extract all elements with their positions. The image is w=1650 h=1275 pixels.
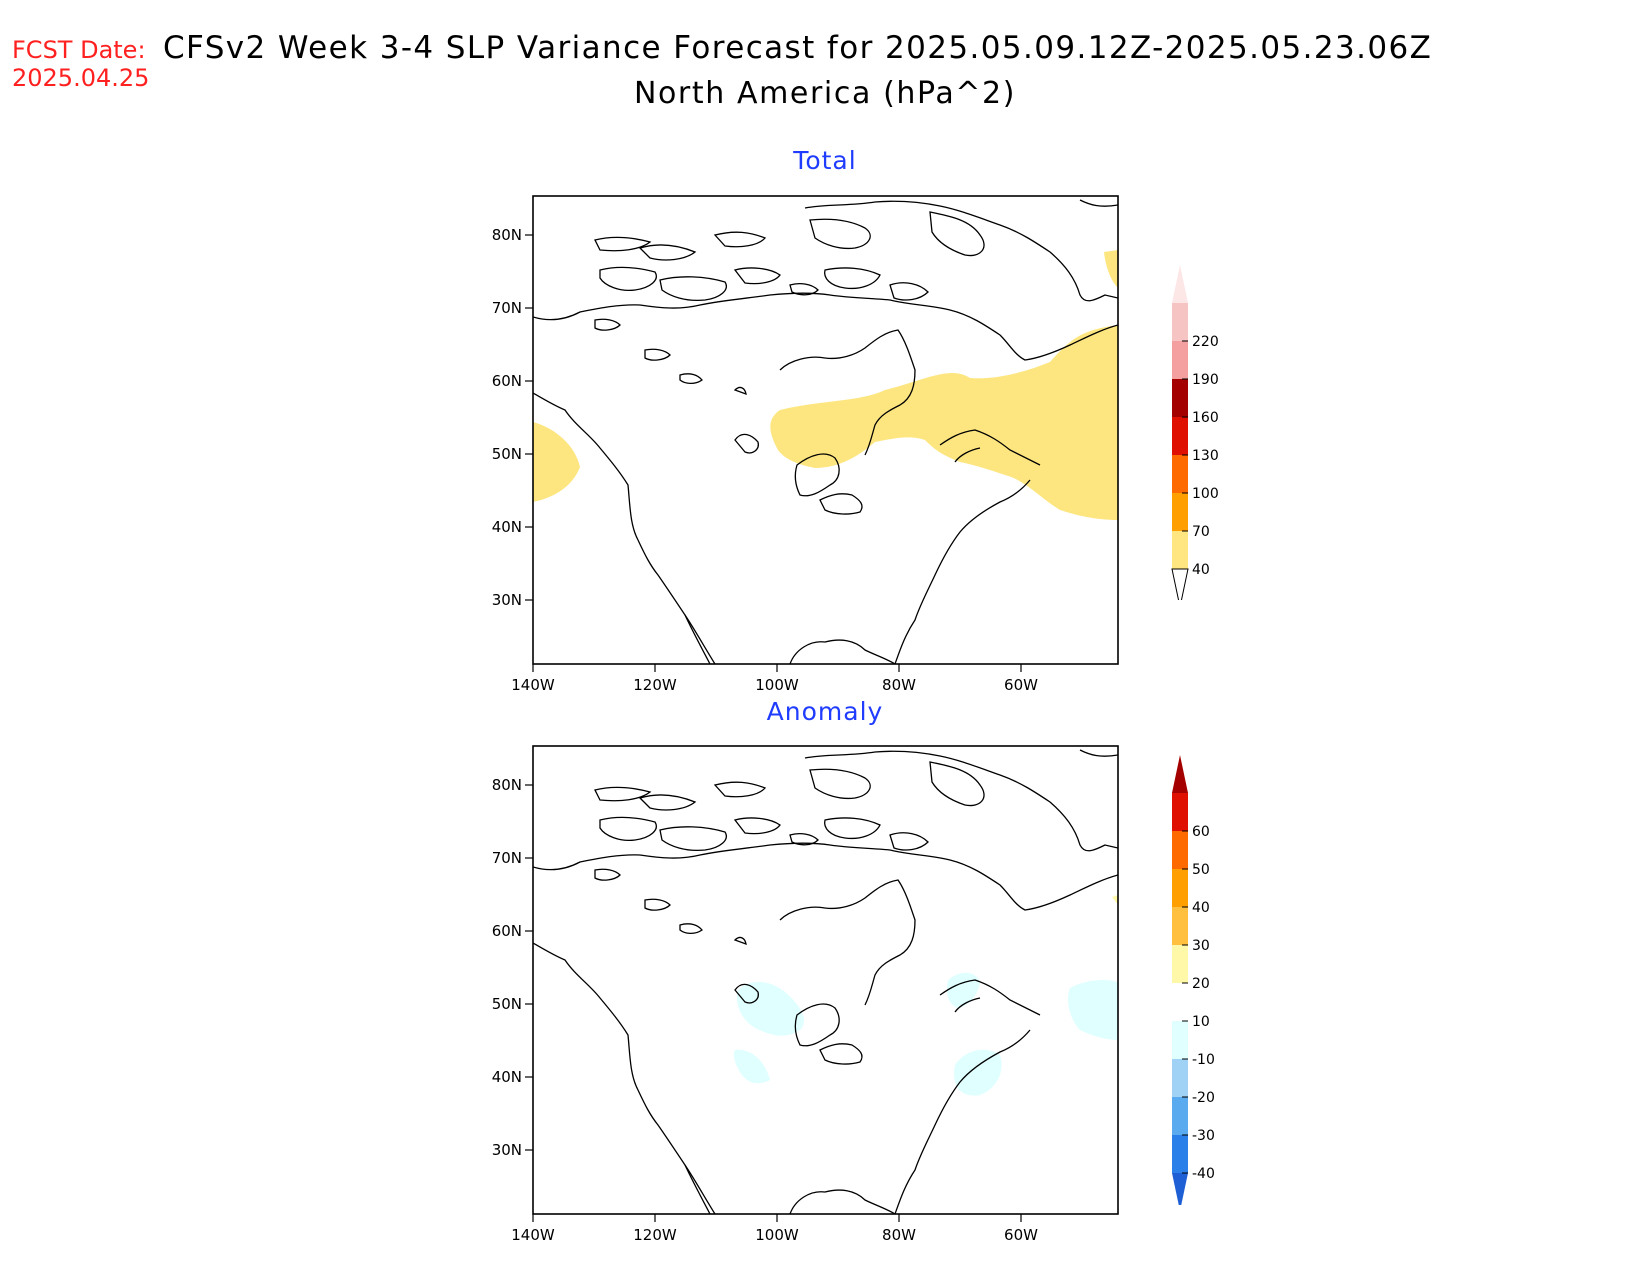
colorbar-swatch xyxy=(1172,1135,1188,1173)
colorbar-label: 160 xyxy=(1192,410,1219,426)
lon-label: 100W xyxy=(755,1226,799,1244)
lat-label: 80N xyxy=(492,226,522,244)
colorbar-label: 20 xyxy=(1192,976,1210,992)
colorbar-label: 70 xyxy=(1192,524,1210,540)
lon-label: 60W xyxy=(1004,1226,1038,1244)
shading-neg-atlantic xyxy=(954,1049,1002,1096)
map-frame-anomaly xyxy=(532,745,1119,1215)
lat-label: 60N xyxy=(492,922,522,940)
colorbar-swatch xyxy=(1172,831,1188,869)
colorbar-swatch xyxy=(1172,493,1188,531)
lon-label: 120W xyxy=(633,676,677,694)
shading-pos-edge xyxy=(1112,895,1118,905)
tick-marks-total xyxy=(525,234,1022,672)
shading-neg-hudson xyxy=(946,972,980,1008)
colorbar-swatch xyxy=(1172,455,1188,493)
lon-label: 140W xyxy=(511,1226,555,1244)
fcst-date-label: FCST Date: xyxy=(12,36,146,64)
lon-label: 80W xyxy=(882,676,916,694)
tick-marks-anomaly xyxy=(525,784,1022,1222)
panel-title-total: Total xyxy=(793,146,857,175)
coastlines-anomaly xyxy=(533,749,1118,1214)
shading-greenland-edge xyxy=(1104,250,1118,288)
colorbar-label: 10 xyxy=(1192,1014,1210,1030)
colorbar-label: 60 xyxy=(1192,824,1210,840)
shading-neg-maritimes xyxy=(1068,980,1118,1040)
shading-east-canada xyxy=(770,325,1118,520)
lat-label: 50N xyxy=(492,995,522,1013)
colorbar-label: 40 xyxy=(1192,562,1210,578)
lat-label: 30N xyxy=(492,591,522,609)
shading-west-coast xyxy=(533,422,580,502)
colorbar-label: -10 xyxy=(1192,1052,1215,1068)
map-frame-total xyxy=(532,195,1119,665)
lon-label: 100W xyxy=(755,676,799,694)
lat-label: 60N xyxy=(492,372,522,390)
lat-label: 80N xyxy=(492,776,522,794)
shading-neg-central-south xyxy=(733,1049,770,1084)
lon-label: 60W xyxy=(1004,676,1038,694)
map-panel-anomaly: 80N 70N 60N 50N 40N 30N 140W 120W 100W 8… xyxy=(492,745,1119,1244)
colorbar-label: 100 xyxy=(1192,486,1219,502)
colorbar-swatch xyxy=(1172,793,1188,831)
colorbar-anomaly: 60 50 40 30 20 10 -10 -20 -30 -40 xyxy=(1172,755,1215,1205)
map-subtitle: North America (hPa^2) xyxy=(633,76,1017,111)
lat-label: 40N xyxy=(492,518,522,536)
coastlines-total xyxy=(533,199,1118,664)
map-title: CFSv2 Week 3-4 SLP Variance Forecast for… xyxy=(163,30,1433,66)
lat-label: 70N xyxy=(492,299,522,317)
colorbar-swatch xyxy=(1172,341,1188,379)
lat-label: 70N xyxy=(492,849,522,867)
map-panel-total: 80N 70N 60N 50N 40N 30N 140W 120W 100W 8… xyxy=(492,195,1119,694)
shading-neg-central-west xyxy=(736,981,805,1036)
fcst-date-value: 2025.04.25 xyxy=(12,64,150,92)
colorbar-swatch xyxy=(1172,379,1188,417)
lat-label: 30N xyxy=(492,1141,522,1159)
colorbar-label: 30 xyxy=(1192,938,1210,954)
lon-label: 80W xyxy=(882,1226,916,1244)
colorbar-label: 190 xyxy=(1192,372,1219,388)
colorbar-label: -20 xyxy=(1192,1090,1215,1106)
colorbar-top-triangle xyxy=(1172,265,1188,303)
colorbar-top-triangle xyxy=(1172,755,1188,793)
colorbar-swatch xyxy=(1172,531,1188,569)
colorbar-swatch xyxy=(1172,417,1188,455)
lon-label: 140W xyxy=(511,676,555,694)
colorbar-swatch xyxy=(1172,907,1188,945)
colorbar-swatch xyxy=(1172,1097,1188,1135)
colorbar-bottom-triangle xyxy=(1171,568,1189,600)
lon-label: 120W xyxy=(633,1226,677,1244)
colorbar-label: -40 xyxy=(1192,1166,1215,1182)
colorbar-total: 220 190 160 130 100 70 40 xyxy=(1171,265,1219,600)
lat-label: 50N xyxy=(492,445,522,463)
colorbar-swatch xyxy=(1172,983,1188,1021)
colorbar-label: 130 xyxy=(1192,448,1219,464)
colorbar-label: -30 xyxy=(1192,1128,1215,1144)
colorbar-label: 40 xyxy=(1192,900,1210,916)
colorbar-swatch xyxy=(1172,945,1188,983)
panel-title-anomaly: Anomaly xyxy=(766,697,884,726)
colorbar-swatch xyxy=(1172,1059,1188,1097)
colorbar-bottom-triangle xyxy=(1172,1173,1188,1205)
colorbar-label: 220 xyxy=(1192,334,1219,350)
lat-label: 40N xyxy=(492,1068,522,1086)
colorbar-label: 50 xyxy=(1192,862,1210,878)
colorbar-swatch xyxy=(1172,869,1188,907)
colorbar-swatch xyxy=(1172,1021,1188,1059)
colorbar-swatch xyxy=(1172,303,1188,341)
